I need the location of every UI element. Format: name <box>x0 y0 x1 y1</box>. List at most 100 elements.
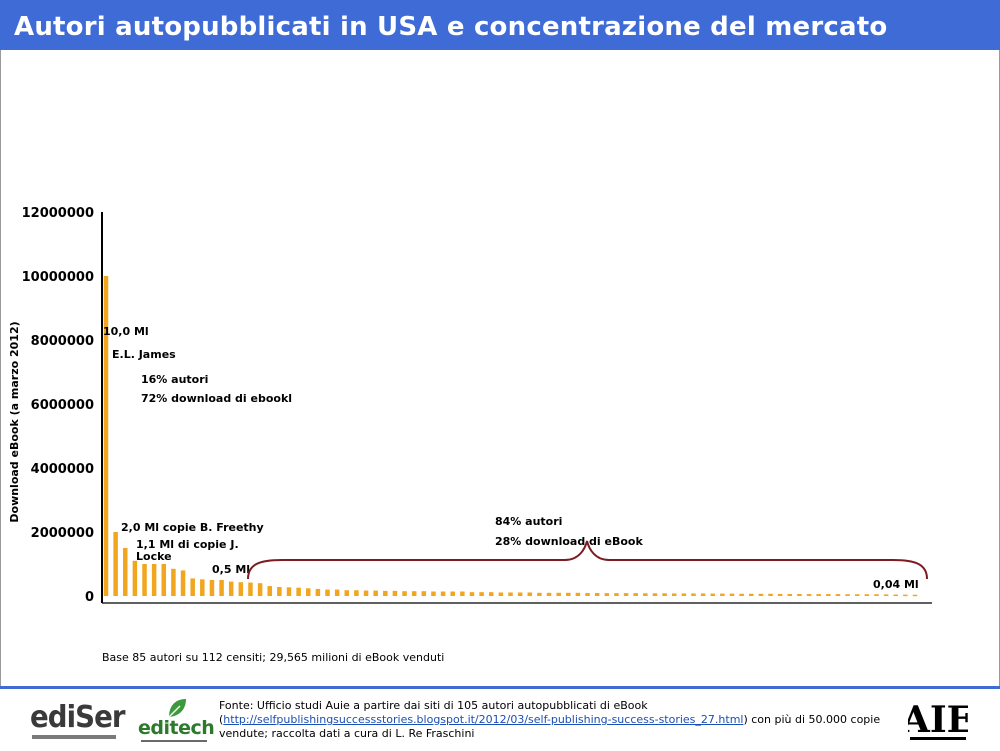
source-suffix: ) con più di 50.000 copie vendute; racco… <box>219 713 881 740</box>
y-tick-label: 10000000 <box>22 270 94 285</box>
bar <box>585 592 590 596</box>
annotation-label: 84% autori <box>495 515 562 528</box>
bar <box>344 590 350 596</box>
ediser-logo-text: ediSer <box>30 700 126 735</box>
source-link[interactable]: http://selfpublishingsuccessstories.blog… <box>223 713 744 726</box>
bar <box>103 276 109 596</box>
y-tick-label: 12000000 <box>22 206 94 221</box>
bar <box>700 593 706 596</box>
bar <box>431 591 436 596</box>
editech-logo: editech <box>138 697 215 747</box>
bar <box>854 594 860 596</box>
bar <box>469 592 475 596</box>
bar <box>893 594 898 597</box>
bar <box>604 593 610 596</box>
bar <box>768 593 773 596</box>
slide-title: Autori autopubblicati in USA e concentra… <box>14 12 888 42</box>
bar <box>411 591 417 596</box>
aie-logo-underline <box>910 737 966 740</box>
bar <box>508 592 513 596</box>
bar <box>306 588 311 596</box>
annotation-label: E.L. James <box>112 348 176 361</box>
bar <box>363 590 369 596</box>
bar <box>845 594 850 596</box>
bar <box>325 589 330 596</box>
bar <box>113 532 118 596</box>
base-note: Base 85 autori su 112 censiti; 29,565 mi… <box>102 651 445 664</box>
annotation-label: 0,5 Ml <box>212 563 250 576</box>
bar <box>479 592 484 596</box>
annotation-label: 28% download di eBook <box>495 535 643 548</box>
bar <box>874 594 879 596</box>
bar <box>594 592 600 596</box>
bar <box>537 592 542 596</box>
y-tick-label: 4000000 <box>31 462 94 477</box>
bar <box>373 590 378 596</box>
bar <box>643 593 648 596</box>
bar <box>151 564 157 596</box>
bar <box>228 581 234 596</box>
leaf-icon <box>168 699 186 718</box>
bar <box>421 591 427 596</box>
bar <box>739 593 744 596</box>
bar <box>267 586 272 596</box>
bar <box>296 587 301 596</box>
source-prefix: Fonte: Ufficio studi Auie a partire dai … <box>219 699 648 726</box>
bar <box>777 593 783 596</box>
bar <box>806 594 812 596</box>
y-tick-label: 0 <box>85 590 94 605</box>
bar <box>826 594 831 596</box>
annotation-label: 72% download di ebookl <box>141 392 292 405</box>
annotation-label: 2,0 Ml copie B. Freethy <box>121 521 264 534</box>
bar <box>633 593 638 596</box>
bar <box>142 564 147 596</box>
editech-logo-text: editech <box>138 717 215 739</box>
tail-brace <box>247 540 928 580</box>
bar <box>450 591 455 596</box>
bar <box>354 590 359 596</box>
bar <box>864 594 870 596</box>
bar <box>816 594 821 596</box>
bar <box>556 592 561 596</box>
bar <box>566 592 571 596</box>
bar <box>123 548 128 596</box>
bar <box>749 593 754 596</box>
aie-logo: AIE <box>908 700 968 741</box>
bar <box>517 592 523 596</box>
bar <box>334 589 340 596</box>
bar <box>614 593 619 596</box>
y-tick-label: 8000000 <box>31 334 94 349</box>
bar <box>710 593 715 596</box>
bar <box>912 594 918 597</box>
bar <box>219 580 224 596</box>
bar <box>315 588 321 596</box>
bar <box>575 592 581 596</box>
bar <box>277 587 282 596</box>
bar <box>257 583 263 596</box>
bar <box>392 590 398 596</box>
title-bar: Autori autopubblicati in USA e concentra… <box>0 0 1000 50</box>
bar <box>835 594 841 596</box>
annotation-label: 10,0 Ml <box>103 325 149 338</box>
bar <box>883 594 889 596</box>
bar <box>132 560 138 596</box>
annotation-label: Locke <box>136 550 172 563</box>
ediser-logo: ediSer <box>30 700 126 742</box>
bar <box>171 568 176 596</box>
editech-logo-tagline-rule <box>141 740 207 742</box>
bar <box>729 593 735 596</box>
bar <box>161 564 167 596</box>
bar <box>248 582 253 596</box>
bar <box>238 582 244 596</box>
bar <box>662 593 667 596</box>
bar <box>200 579 205 596</box>
ediser-logo-underline <box>32 735 116 739</box>
bar <box>190 578 195 596</box>
bar <box>681 593 687 596</box>
source-note: Fonte: Ufficio studi Auie a partire dai … <box>219 699 899 741</box>
y-tick-label: 6000000 <box>31 398 94 413</box>
annotation-label: 16% autori <box>141 373 208 386</box>
y-axis-label: Download eBook (a marzo 2012) <box>8 321 21 522</box>
aie-logo-text: AIE <box>908 700 968 741</box>
